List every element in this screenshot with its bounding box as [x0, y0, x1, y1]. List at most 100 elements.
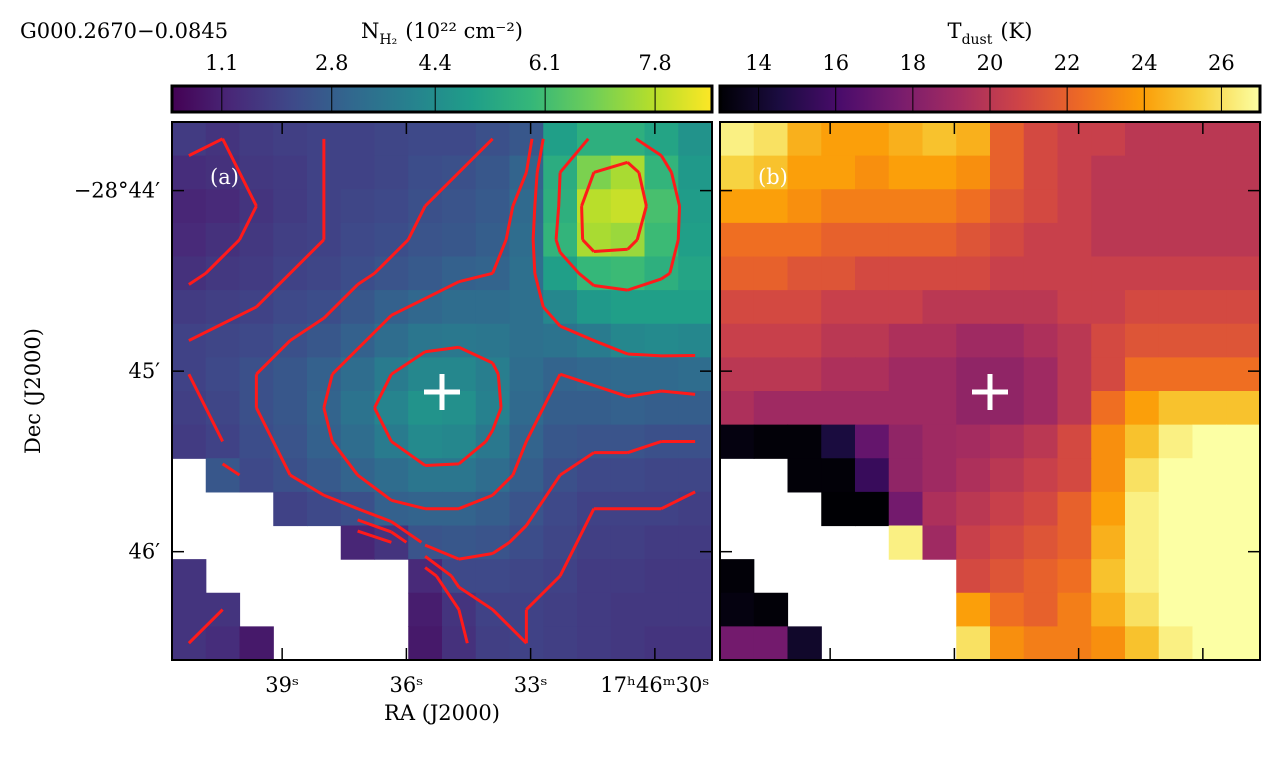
- heatmap-cell: [855, 458, 890, 493]
- heatmap-cell: [1091, 559, 1126, 594]
- heatmap-cell: [475, 290, 511, 325]
- heatmap-cell: [340, 391, 376, 426]
- colorbar-tick-label: 24: [1131, 51, 1158, 75]
- heatmap-cell: [821, 290, 856, 325]
- heatmap-cell: [1192, 155, 1227, 190]
- heatmap-cell: [821, 491, 856, 527]
- heatmap-cell: [1091, 155, 1126, 190]
- heatmap-cell: [1023, 525, 1059, 560]
- heatmap-cell: [1125, 155, 1160, 190]
- heatmap-cell: [1057, 256, 1092, 291]
- heatmap-cell: [1125, 559, 1160, 594]
- heatmap-cell: [1091, 357, 1126, 392]
- heatmap-cell: [1158, 626, 1194, 661]
- colorbar-label: NH₂ (10²² cm⁻²): [361, 19, 523, 48]
- heatmap-cell: [543, 290, 578, 325]
- heatmap-cell: [1057, 222, 1092, 258]
- heatmap-cell: [509, 559, 544, 594]
- heatmap-cell: [922, 424, 957, 459]
- heatmap-cell: [1158, 592, 1194, 627]
- heatmap-cell: [1158, 155, 1194, 190]
- heatmap-cell: [956, 559, 991, 594]
- heatmap-cell: [956, 458, 991, 493]
- heatmap-cell: [922, 290, 957, 325]
- heatmap-cell: [1091, 323, 1126, 358]
- heatmap-cell: [1057, 290, 1092, 325]
- heatmap-cell: [787, 424, 822, 459]
- heatmap-cell: [1226, 424, 1261, 459]
- heatmap-cell: [1057, 122, 1092, 157]
- heatmap-cell: [753, 290, 789, 325]
- heatmap-cell: [1023, 222, 1059, 258]
- heatmap-cell: [374, 290, 409, 325]
- heatmap-cell: [720, 290, 755, 325]
- heatmap-cell: [1091, 626, 1126, 661]
- heatmap-cell: [753, 155, 789, 190]
- heatmap-cell: [1125, 323, 1160, 358]
- heatmap-cell: [172, 189, 207, 224]
- heatmap-cell: [1192, 357, 1227, 392]
- heatmap-cell: [509, 222, 544, 258]
- heatmap-cell: [205, 189, 241, 224]
- heatmap-cell: [340, 357, 376, 392]
- heatmap-cell: [1158, 525, 1194, 560]
- heatmap-cell: [888, 525, 924, 560]
- heatmap-cell: [720, 323, 755, 358]
- contour-line: [554, 137, 682, 292]
- heatmap-cell: [273, 391, 308, 426]
- heatmap-cell: [239, 626, 274, 661]
- heatmap-cell: [1192, 189, 1227, 224]
- heatmap-cell: [509, 458, 544, 493]
- heatmap-cell: [273, 155, 308, 190]
- heatmap-cell: [644, 559, 679, 594]
- heatmap-cell: [678, 256, 713, 291]
- heatmap-cell: [922, 458, 957, 493]
- heatmap-cell: [475, 256, 511, 291]
- heatmap-cell: [855, 491, 890, 527]
- colorbar-subscript: dust: [962, 32, 993, 48]
- heatmap-cell: [205, 424, 241, 459]
- heatmap-cell: [855, 122, 890, 157]
- colorbar-tick-label: 4.4: [419, 51, 452, 75]
- heatmap-cell: [821, 458, 856, 493]
- y-tick-label: 45′: [129, 359, 161, 383]
- heatmap-cell: [1192, 458, 1227, 493]
- heatmap-cell: [374, 491, 409, 527]
- heatmap-cell: [475, 357, 511, 392]
- heatmap-cell: [678, 357, 713, 392]
- heatmap-cell: [340, 155, 376, 190]
- heatmap-cell: [1158, 357, 1194, 392]
- heatmap-cell: [956, 290, 991, 325]
- heatmap-cell: [307, 458, 342, 493]
- heatmap-cell: [577, 626, 612, 661]
- heatmap-cell: [720, 222, 755, 258]
- heatmap-cell: [1091, 491, 1126, 527]
- heatmap-cell: [172, 290, 207, 325]
- heatmap-cell: [475, 222, 511, 258]
- heatmap-cell: [956, 424, 991, 459]
- heatmap-cell: [340, 189, 376, 224]
- heatmap-cell: [644, 290, 679, 325]
- heatmap-cell: [1057, 458, 1092, 493]
- heatmap-cell: [1125, 592, 1160, 627]
- heatmap-cell: [821, 391, 856, 426]
- heatmap-cell: [1023, 290, 1059, 325]
- colorbar-subscript: H₂: [379, 32, 397, 48]
- heatmap-cell: [543, 323, 578, 358]
- heatmap-cell: [888, 256, 924, 291]
- heatmap-cell: [1023, 391, 1059, 426]
- heatmap-cell: [1125, 458, 1160, 493]
- heatmap-cell: [408, 122, 443, 157]
- heatmap-cell: [610, 290, 646, 325]
- heatmap-cell: [340, 222, 376, 258]
- heatmap-cell: [1125, 357, 1160, 392]
- heatmap-cell: [1023, 189, 1059, 224]
- heatmap-cell: [956, 122, 991, 157]
- heatmap-cell: [1192, 256, 1227, 291]
- heatmap-cell: [1192, 391, 1227, 426]
- panel-frame: [171, 121, 713, 661]
- heatmap-cell: [577, 592, 612, 627]
- heatmap-cell: [1057, 391, 1092, 426]
- heatmap-cell: [1226, 122, 1261, 157]
- heatmap-cell: [1192, 592, 1227, 627]
